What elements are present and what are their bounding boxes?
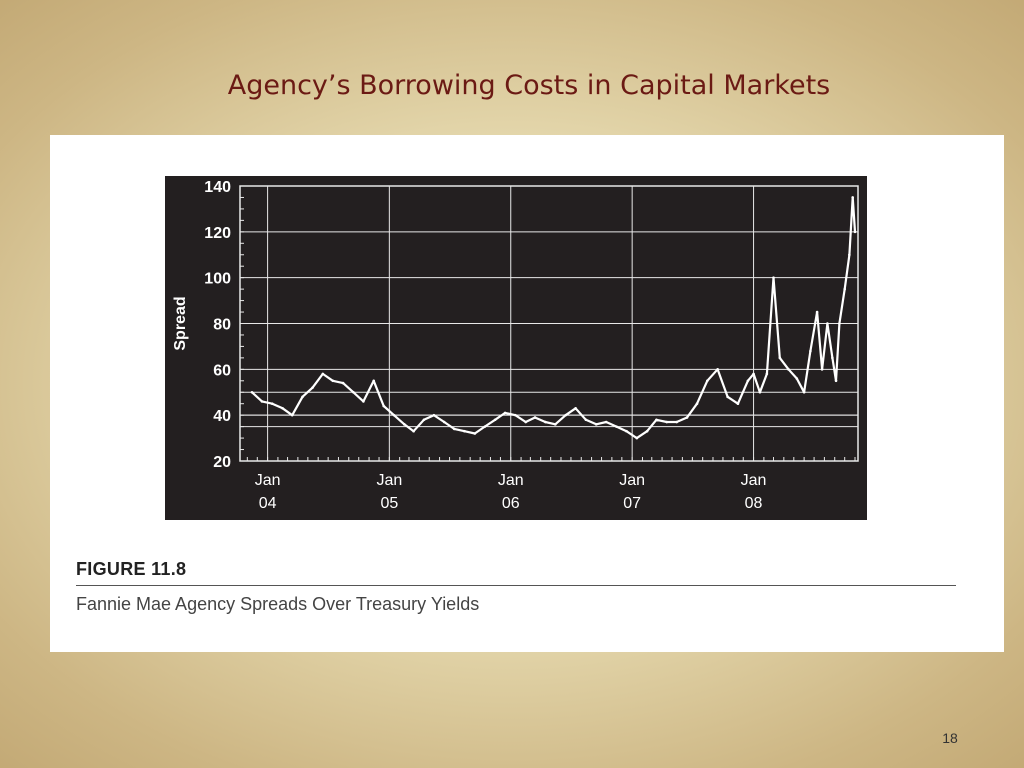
x-tick-label: Jan xyxy=(741,472,767,489)
data-point xyxy=(452,427,456,431)
data-point xyxy=(412,429,415,433)
data-point xyxy=(772,276,775,279)
y-axis-label: Spread xyxy=(172,296,189,350)
data-point xyxy=(493,418,497,422)
data-point xyxy=(726,395,729,399)
x-tick-label: 05 xyxy=(380,495,398,512)
data-point xyxy=(665,420,669,424)
data-point xyxy=(655,418,658,422)
data-point xyxy=(695,402,699,406)
data-point xyxy=(765,372,769,376)
figure-rule xyxy=(76,585,956,586)
data-point xyxy=(675,420,679,424)
data-point xyxy=(787,368,790,371)
data-point xyxy=(848,253,851,257)
data-point xyxy=(716,368,719,371)
chart-box: 20 40 60 80 100 120 140 Jan 04 Jan 05 Jan 06 Jan 07 Jan… xyxy=(165,176,867,520)
series-line xyxy=(251,196,857,440)
data-point xyxy=(432,413,436,417)
data-point xyxy=(778,356,782,360)
data-point xyxy=(752,372,755,376)
y-tick-label: 60 xyxy=(213,362,231,379)
figure-label: FIGURE 11.8 xyxy=(76,559,187,579)
data-point xyxy=(834,379,838,383)
data-point xyxy=(331,379,335,383)
y-tick-label: 100 xyxy=(204,271,231,288)
data-point xyxy=(843,287,846,291)
data-point xyxy=(706,379,709,383)
data-point xyxy=(685,416,689,419)
data-point xyxy=(270,402,274,406)
data-point xyxy=(281,406,284,410)
y-tick-label: 80 xyxy=(213,317,231,334)
y-tick-label: 40 xyxy=(213,408,231,425)
data-point xyxy=(533,416,537,419)
data-point xyxy=(382,404,385,408)
data-point xyxy=(635,436,639,440)
data-point xyxy=(584,418,588,422)
data-point xyxy=(483,425,487,428)
data-point xyxy=(802,390,806,394)
data-point xyxy=(826,322,829,325)
data-point xyxy=(321,372,325,376)
data-point xyxy=(554,423,557,426)
plot-frame xyxy=(239,185,859,462)
slide-title: Agency’s Borrowing Costs in Capital Mark… xyxy=(227,70,831,101)
data-point xyxy=(514,413,517,417)
data-point xyxy=(838,322,841,325)
data-point xyxy=(604,420,608,424)
x-tick-label: 07 xyxy=(623,495,641,512)
x-tick-label: 08 xyxy=(745,495,763,512)
data-point xyxy=(851,196,854,199)
x-tick-label: Jan xyxy=(376,472,402,489)
data-point xyxy=(645,429,649,433)
data-point xyxy=(372,379,376,383)
data-point xyxy=(594,423,598,426)
data-point xyxy=(853,230,857,234)
data-point xyxy=(815,310,819,314)
data-point xyxy=(362,400,365,403)
data-point xyxy=(544,420,547,424)
y-tick-label: 20 xyxy=(213,454,231,471)
y-tick-label: 140 xyxy=(204,179,231,196)
x-tick-label: Jan xyxy=(498,472,524,489)
y-tick-label: 120 xyxy=(204,225,231,242)
line-chart: 20 40 60 80 100 120 140 Jan 04 Jan 05 Jan 06 Jan 07 Jan… xyxy=(172,179,859,512)
data-point xyxy=(473,432,477,435)
data-point xyxy=(503,411,507,415)
page-number: 18 xyxy=(942,730,958,746)
data-point xyxy=(795,377,799,380)
x-tick-label: 04 xyxy=(259,495,277,512)
data-point xyxy=(290,413,294,417)
data-point xyxy=(574,406,577,410)
data-point xyxy=(463,429,466,433)
data-point xyxy=(311,386,314,389)
data-point xyxy=(820,368,824,371)
data-point xyxy=(625,429,628,433)
figure-caption: Fannie Mae Agency Spreads Over Treasury … xyxy=(76,594,480,614)
data-point xyxy=(250,390,254,394)
data-point xyxy=(301,395,304,399)
data-point xyxy=(758,390,762,394)
x-tick-label: 06 xyxy=(502,495,520,512)
data-point xyxy=(746,379,750,383)
data-point xyxy=(736,402,740,406)
figure-panel: 20 40 60 80 100 120 140 Jan 04 Jan 05 Jan 06 Jan 07 Jan… xyxy=(50,135,1004,652)
data-point xyxy=(831,356,834,360)
data-point xyxy=(403,423,406,426)
data-point xyxy=(392,413,396,417)
x-tick-label: Jan xyxy=(255,472,281,489)
data-point xyxy=(341,381,345,385)
data-point xyxy=(260,400,264,403)
data-point xyxy=(809,349,812,353)
data-point xyxy=(352,390,355,394)
x-tick-label: Jan xyxy=(619,472,645,489)
data-point xyxy=(615,425,618,428)
data-point xyxy=(442,420,446,424)
data-point xyxy=(564,413,567,417)
data-point xyxy=(524,420,528,424)
data-point xyxy=(422,418,426,422)
